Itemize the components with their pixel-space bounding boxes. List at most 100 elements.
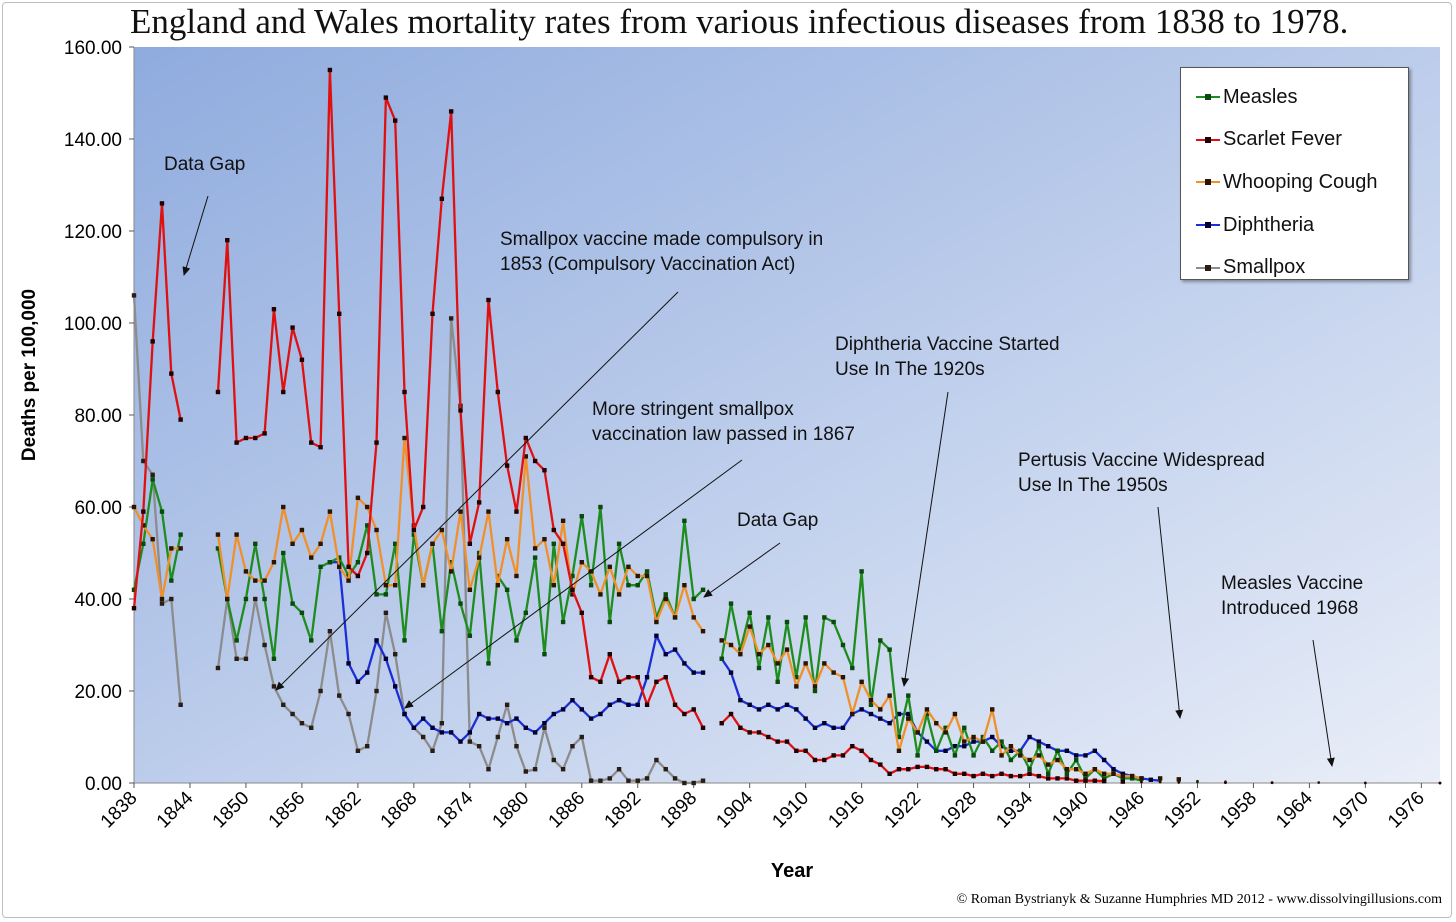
data-point [962,744,967,749]
data-point [514,509,519,514]
data-point [1008,757,1014,763]
data-point [626,675,631,680]
data-point [598,679,603,684]
data-point [150,537,155,542]
data-point [635,573,640,579]
data-point [420,504,426,510]
data-point [962,739,967,744]
arrow-data-gap-2 [703,542,781,598]
legend-item-diphtheria: Diphtheria [1181,204,1408,247]
data-point [878,716,883,721]
data-point [691,780,696,786]
data-point [504,537,510,542]
data-point [887,693,892,698]
data-point [635,675,640,680]
data-point [700,725,706,730]
data-point [150,472,155,477]
data-point [859,679,864,684]
data-point [430,541,435,546]
data-point [486,716,491,721]
legend-swatch-smallpox [1196,264,1220,271]
data-point [355,679,361,684]
data-point [738,725,743,730]
data-point [402,389,407,395]
data-point [868,757,874,763]
data-point [663,767,668,772]
data-point [374,688,379,694]
data-point [700,629,706,634]
x-tick-label: 1910 [768,788,813,833]
data-point [924,739,930,744]
data-point [1064,776,1070,781]
data-point [439,196,445,201]
data-point [906,711,911,717]
series-line-scarlet-fever [132,202,182,609]
data-point [430,725,435,730]
data-point [1027,771,1032,776]
data-point [365,523,370,528]
data-point [672,776,678,781]
data-point [1101,776,1107,781]
arrow-pertussis [1157,506,1184,719]
data-point [1027,734,1032,740]
data-point [896,734,902,740]
data-point [532,546,538,551]
data-point [523,435,528,441]
data-point [150,339,155,344]
legend-swatch-diphtheria [1196,222,1220,229]
data-point [309,725,314,730]
data-point [1224,781,1227,785]
data-point [1129,773,1135,779]
data-point [803,716,808,721]
data-point [1036,753,1042,758]
data-point [728,670,734,675]
data-point [551,527,556,533]
data-point [1055,776,1060,781]
data-point [840,725,846,730]
data-point [952,744,958,749]
data-point [747,730,752,735]
data-point [131,587,137,592]
x-tick-label: 1952 [1160,788,1205,833]
data-point [234,656,239,661]
data-point [262,596,267,602]
data-point [150,477,155,482]
data-point [141,541,146,546]
data-point [439,527,445,533]
arrow-diphtheria [901,391,949,687]
data-point [999,739,1004,744]
arrow-data-gap-1 [182,195,209,276]
annotation-data-gap-1: Data Gap [164,152,245,177]
data-point [178,546,183,551]
data-point [337,555,342,560]
data-point [579,734,584,740]
data-point [1073,778,1079,783]
data-point [374,527,379,533]
data-point [271,684,277,689]
data-point [1111,771,1116,776]
data-point [281,389,286,395]
data-point [812,757,818,763]
data-point [234,440,239,445]
data-point [654,633,659,638]
data-point [523,725,528,730]
data-point [924,764,930,770]
data-point [374,592,379,597]
series-scarlet-fever [131,67,1442,785]
data-point [691,670,696,675]
data-point [934,767,939,772]
data-point [542,725,547,730]
data-point [411,532,417,537]
x-tick-label: 1970 [1328,788,1373,833]
data-point [318,541,323,546]
data-point [355,573,361,579]
legend-swatch-whooping-cough [1196,179,1220,186]
data-point [458,601,463,606]
data-point [906,716,911,721]
data-point [1055,757,1060,763]
data-point [794,675,799,680]
data-point [775,707,780,712]
x-tick-label: 1880 [489,788,534,833]
data-point [560,518,566,523]
data-point [243,656,249,661]
